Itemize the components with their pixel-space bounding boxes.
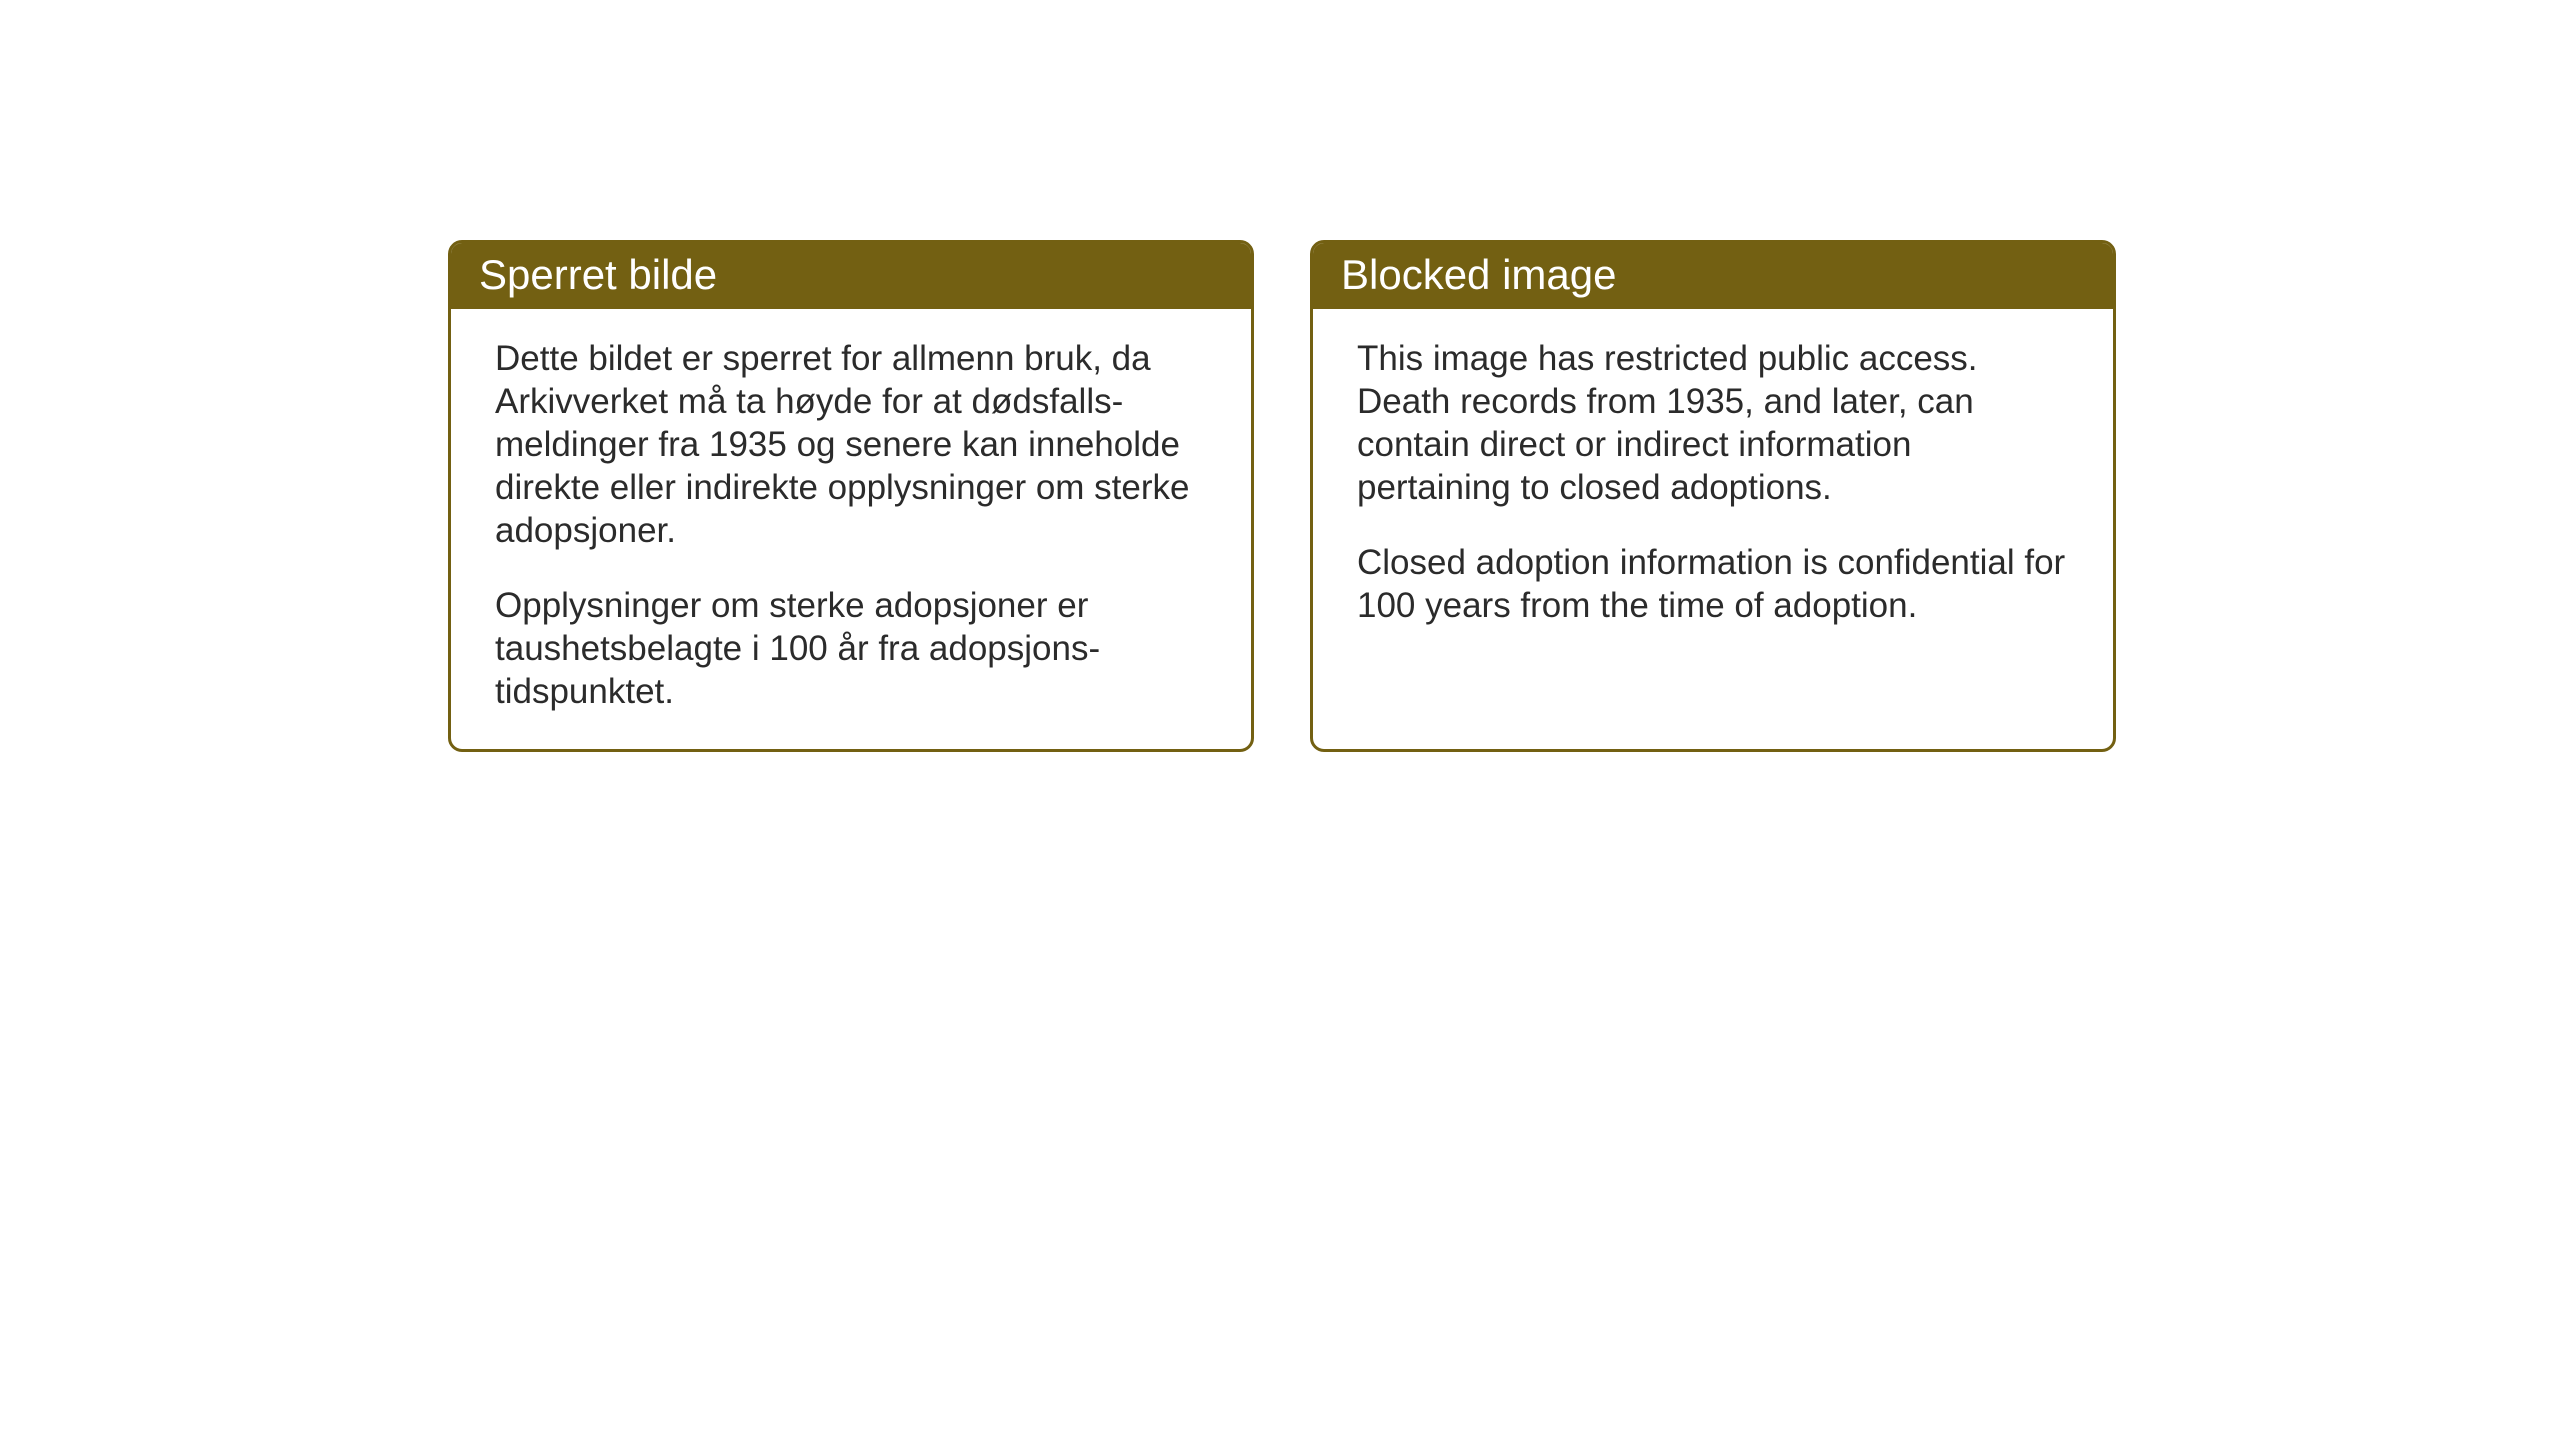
panel-norwegian: Sperret bilde Dette bildet er sperret fo… [448,240,1254,752]
panel-norwegian-body: Dette bildet er sperret for allmenn bruk… [451,309,1251,749]
panel-norwegian-header: Sperret bilde [451,243,1251,309]
panel-norwegian-paragraph-2: Opplysninger om sterke adopsjoner er tau… [495,584,1207,713]
panel-english-paragraph-2: Closed adoption information is confident… [1357,541,2069,627]
panel-english: Blocked image This image has restricted … [1310,240,2116,752]
panel-english-header: Blocked image [1313,243,2113,309]
panels-container: Sperret bilde Dette bildet er sperret fo… [448,240,2116,752]
panel-english-paragraph-1: This image has restricted public access.… [1357,337,2069,509]
panel-norwegian-paragraph-1: Dette bildet er sperret for allmenn bruk… [495,337,1207,552]
panel-english-body: This image has restricted public access.… [1313,309,2113,729]
